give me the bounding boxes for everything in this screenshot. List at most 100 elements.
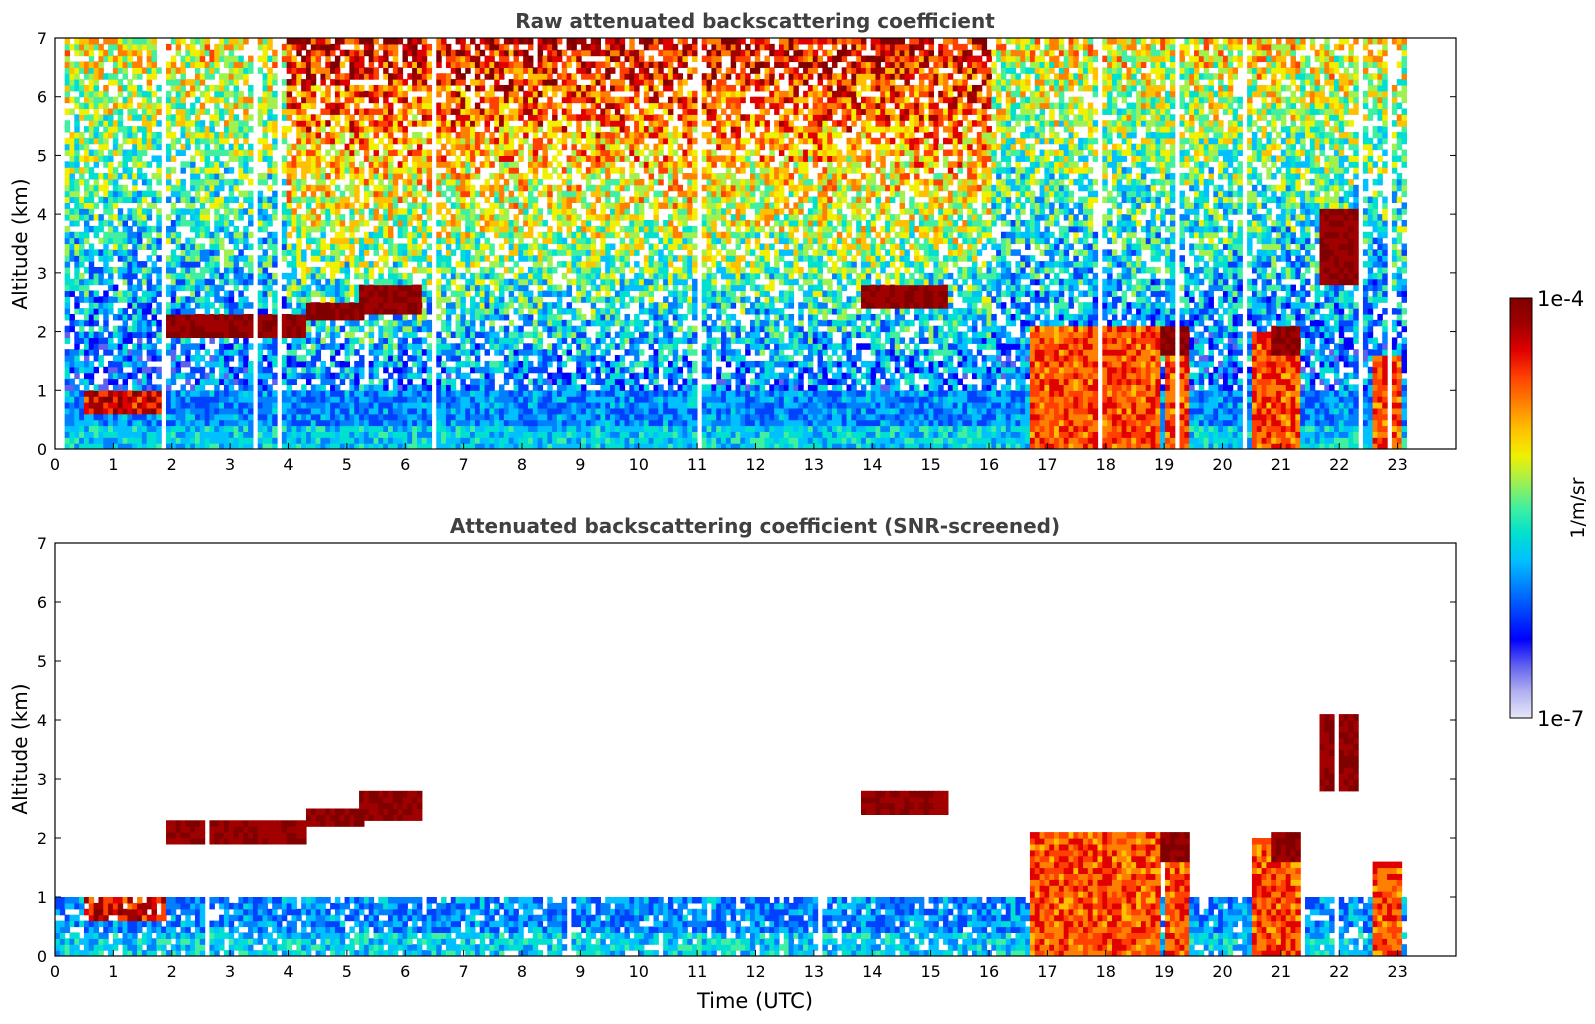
heatmap-cell [194,349,201,356]
heatmap-cell [127,90,133,98]
heatmap-cell [146,84,153,92]
heatmap-cell [310,208,317,215]
heatmap-cell [460,208,466,215]
heatmap-cell [156,272,162,280]
heatmap-cell [243,161,249,168]
heatmap-cell [214,425,220,432]
heatmap-cell [262,431,268,438]
heatmap-cell [470,184,476,192]
heatmap-cell [460,131,466,139]
heatmap-cell [166,108,172,115]
heatmap-cell [426,396,433,403]
heatmap-cell [392,173,399,180]
heatmap-cell [426,272,433,280]
heatmap-cell [334,43,341,51]
heatmap-cell [489,431,495,438]
heatmap-cell [421,231,428,239]
heatmap-cell [407,366,413,374]
heatmap-cell [272,319,278,327]
heatmap-cell [305,237,312,245]
heatmap-cell [334,96,341,104]
heatmap-cell [214,308,220,315]
heatmap-cell [204,190,211,198]
heatmap-cell [388,173,394,180]
heatmap-cell [108,196,114,203]
heatmap-cell [296,220,302,227]
heatmap-cell [74,214,80,221]
heatmap-cell [209,413,215,421]
heatmap-cell [373,155,379,162]
heatmap-cell [436,155,442,162]
heatmap-cell [238,396,244,403]
heatmap-cell [127,284,133,292]
heatmap-cell [209,313,215,321]
heatmap-cell [344,313,351,321]
heatmap-cell [156,131,162,139]
heatmap-cell [388,108,394,115]
heatmap-cell [199,319,206,327]
heatmap-cell [383,49,389,57]
heatmap-cell [359,413,365,421]
heatmap-cell [74,319,80,327]
heatmap-cell [74,231,80,239]
heatmap-cell [156,331,162,339]
heatmap-cell [503,431,510,438]
heatmap-cell [248,196,254,203]
heatmap-cell [334,243,341,250]
heatmap-cell [286,407,293,415]
heatmap-cell [441,360,447,368]
heatmap-cell [122,419,128,427]
heatmap-cell [301,284,307,292]
heatmap-cell [479,108,486,115]
heatmap-cell [127,325,133,333]
heatmap-cell [132,325,138,333]
heatmap-cell [93,249,100,256]
heatmap-cell [479,419,486,427]
heatmap-cell [238,431,244,438]
heatmap-cell [127,431,133,438]
heatmap-cell [402,61,408,68]
heatmap-cell [470,114,476,121]
heatmap-cell [291,173,297,180]
heatmap-cell [199,243,206,250]
heatmap-cell [339,243,346,250]
heatmap-cell [416,349,423,356]
heatmap-cell [334,214,341,221]
heatmap-cell [180,131,186,139]
heatmap-cell [199,137,206,145]
heatmap-cell [363,419,370,427]
heatmap-cell [74,237,80,245]
heatmap-cell [499,231,505,239]
heatmap-cell [175,38,182,45]
heatmap-cell [450,49,457,57]
heatmap-cell [349,425,355,432]
heatmap-cell [233,302,240,309]
heatmap-cell [272,343,278,350]
heatmap-cell [445,237,452,245]
heatmap-cell [368,231,375,239]
heatmap-cell [426,161,433,168]
heatmap-cell [474,131,481,139]
heatmap-cell [170,390,177,397]
heatmap-cell [305,114,312,121]
heatmap-cell [344,49,351,57]
heatmap-cell [112,290,119,297]
heatmap-cell [301,290,307,297]
heatmap-cell [368,108,375,115]
heatmap-cell [83,143,90,151]
heatmap-cell [402,114,408,121]
heatmap-cell [421,38,428,45]
heatmap-cell [465,102,471,110]
heatmap-cell [74,266,80,274]
heatmap-cell [368,272,375,280]
heatmap-cell [344,355,351,362]
heatmap-cell [146,396,153,403]
heatmap-cell [190,266,196,274]
heatmap-cell [151,120,157,127]
heatmap-cell [508,343,515,350]
heatmap-cell [460,167,466,174]
heatmap-cell [460,431,466,438]
heatmap-cell [151,67,157,74]
heatmap-cell [281,243,288,250]
heatmap-cell [170,407,177,415]
